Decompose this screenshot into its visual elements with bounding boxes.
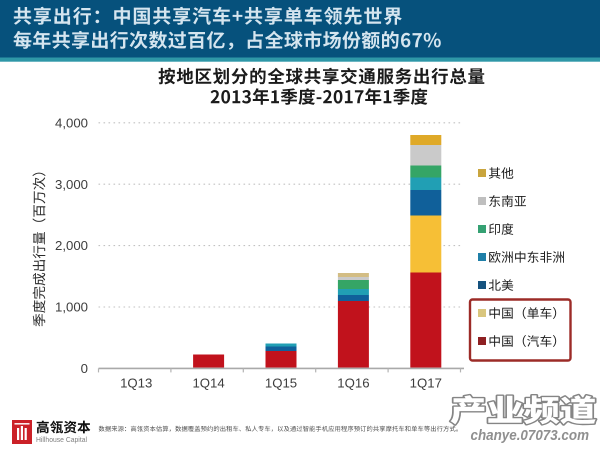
svg-text:chanye.07073.com: chanye.07073.com — [471, 427, 590, 444]
svg-text:1Q15: 1Q15 — [265, 376, 297, 391]
svg-text:1,000: 1,000 — [55, 300, 88, 315]
svg-text:3,000: 3,000 — [55, 177, 88, 192]
svg-text:1Q13: 1Q13 — [120, 376, 152, 391]
svg-text:2,000: 2,000 — [55, 238, 88, 253]
svg-text:Hillhouse Capital: Hillhouse Capital — [36, 435, 87, 444]
svg-text:1Q17: 1Q17 — [410, 376, 442, 391]
svg-text:4,000: 4,000 — [55, 115, 88, 130]
svg-text:1Q16: 1Q16 — [337, 376, 369, 391]
svg-text:0: 0 — [81, 361, 88, 376]
svg-text:1Q14: 1Q14 — [192, 376, 224, 391]
